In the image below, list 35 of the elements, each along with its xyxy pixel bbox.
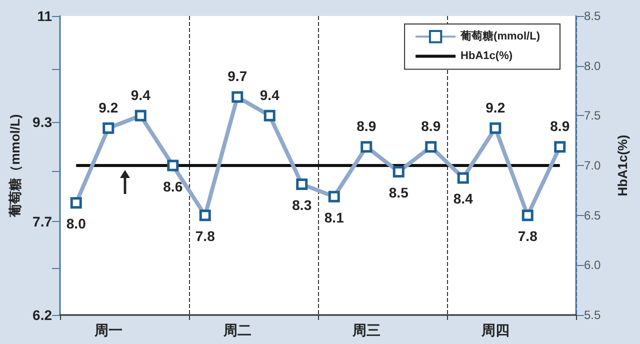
- y-axis-title: 葡萄糖（mmol/L): [8, 114, 23, 218]
- y2-tick-label: 6.0: [584, 258, 602, 272]
- x-tick-label: 周二: [222, 322, 252, 338]
- legend-label: 葡萄糖(mmol/L): [460, 30, 540, 43]
- data-label: 9.2: [486, 99, 506, 116]
- data-label: 8.0: [66, 216, 86, 232]
- y-tick-label: 11: [37, 8, 52, 24]
- data-label: 8.4: [453, 190, 474, 207]
- x-tick-label: 周四: [480, 322, 510, 338]
- y2-axis-title: HbA1c(%): [615, 134, 630, 196]
- y2-tick-label: 5.5: [584, 308, 602, 322]
- y-tick-label: 6.2: [32, 307, 52, 323]
- data-label: 7.8: [195, 228, 216, 244]
- data-label: 8.5: [388, 184, 409, 200]
- x-tick-label: 周三: [351, 322, 380, 338]
- y2-tick-label: 8.5: [584, 9, 602, 23]
- data-label: 9.4: [260, 86, 280, 103]
- data-label: 8.3: [292, 196, 312, 213]
- data-label: 8.9: [356, 118, 376, 134]
- y2-tick-label: 8.0: [584, 58, 602, 73]
- data-label: 8.9: [550, 118, 570, 134]
- legend-label: HbA1c(%): [460, 50, 513, 62]
- y2-tick-label: 7.0: [584, 158, 602, 172]
- y-tick-label: 9.3: [32, 114, 52, 130]
- data-label: 8.6: [163, 178, 183, 194]
- data-label: 9.7: [228, 68, 248, 84]
- y2-tick-label: 6.5: [584, 208, 602, 222]
- y2-tick-label: 7.5: [584, 108, 602, 123]
- data-label: 7.8: [518, 228, 538, 244]
- data-label: 8.1: [324, 209, 344, 226]
- data-label: 9.2: [98, 99, 118, 116]
- x-tick-label: 周一: [93, 322, 122, 338]
- y-tick-label: 7.7: [32, 214, 52, 230]
- data-label: 9.4: [130, 86, 151, 103]
- data-label: 8.9: [421, 118, 441, 134]
